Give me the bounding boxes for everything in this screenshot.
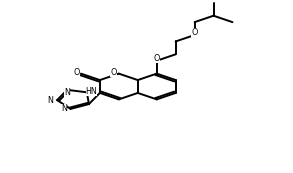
Text: O: O (154, 54, 160, 63)
Text: O: O (191, 28, 198, 38)
Text: O: O (73, 69, 80, 78)
Text: N: N (61, 104, 67, 113)
Text: O: O (110, 68, 117, 77)
Text: N: N (48, 96, 54, 105)
Text: HN: HN (86, 87, 97, 96)
Text: N: N (64, 88, 70, 97)
